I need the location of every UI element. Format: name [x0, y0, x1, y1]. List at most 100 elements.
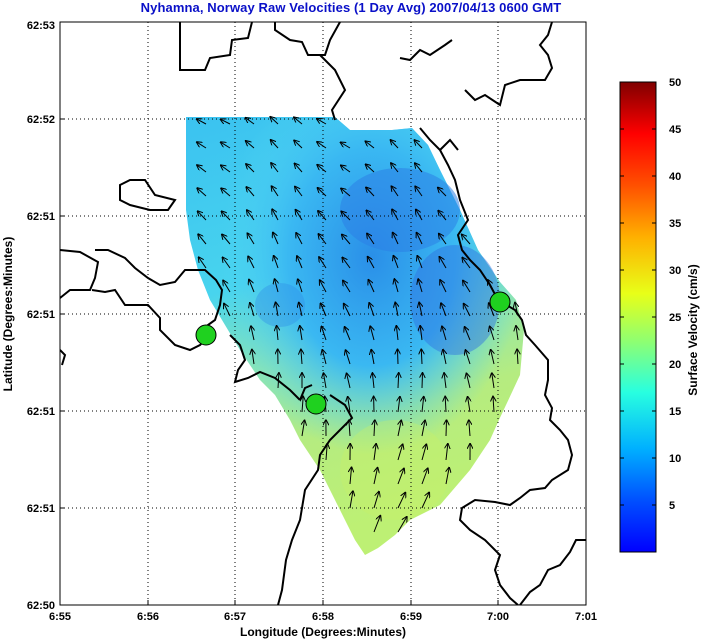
velocity-vector — [302, 397, 303, 413]
velocity-vector — [465, 327, 471, 341]
velocity-vector — [417, 256, 423, 269]
y-tick-label: 62:53 — [27, 20, 55, 32]
colorbar-tick-label: 45 — [669, 124, 681, 136]
velocity-vector — [317, 119, 327, 125]
velocity-vector — [274, 256, 279, 269]
velocity-vector — [492, 373, 494, 389]
velocity-vector — [252, 350, 254, 365]
radar-stations — [195, 291, 511, 415]
velocity-vector — [398, 373, 399, 389]
velocity-vector — [321, 304, 327, 317]
velocity-vector — [397, 493, 405, 509]
velocity-vector — [490, 327, 495, 341]
velocity-vector — [341, 189, 351, 197]
velocity-vector — [463, 281, 471, 293]
velocity-vector — [462, 235, 471, 245]
velocity-vector — [346, 350, 351, 365]
velocity-vector — [488, 280, 495, 293]
velocity-vector — [415, 163, 423, 173]
velocity-vector — [222, 235, 231, 245]
velocity-vector — [397, 445, 403, 461]
x-tick-label: 7:00 — [487, 611, 509, 623]
velocity-vector — [299, 303, 302, 317]
velocity-vector — [397, 517, 407, 533]
x-tick-label: 6:56 — [137, 611, 159, 623]
velocity-vector — [373, 492, 379, 509]
x-tick-label: 6:58 — [312, 611, 334, 623]
velocity-vector — [301, 350, 302, 365]
velocity-vector — [319, 234, 327, 245]
colorbar-tick-label: 5 — [669, 500, 675, 512]
velocity-vector — [517, 350, 518, 365]
velocity-vector — [366, 188, 375, 197]
colorbar-label: Surface Velocity (cm/s) — [686, 264, 700, 395]
velocity-vector — [446, 444, 448, 461]
velocity-vector — [295, 164, 303, 173]
velocity-vector — [294, 141, 303, 149]
velocity-vector — [318, 188, 327, 197]
velocity-vector — [198, 234, 207, 245]
velocity-vector — [442, 327, 447, 341]
colorbar-tick-label: 30 — [669, 265, 681, 277]
colorbar-tick-label: 40 — [669, 171, 681, 183]
velocity-vector — [276, 303, 278, 317]
y-tick-label: 62:51 — [27, 211, 55, 223]
x-tick-label: 6:55 — [49, 611, 71, 623]
velocity-vector — [419, 303, 422, 317]
velocity-vector — [296, 233, 303, 245]
velocity-vector — [491, 350, 494, 365]
x-axis-label: Longitude (Degrees:Minutes) — [240, 625, 406, 639]
velocity-vector — [368, 257, 375, 269]
tick-marks — [59, 118, 587, 605]
colorbar-tick-label: 25 — [669, 312, 681, 324]
velocity-vector — [296, 210, 303, 221]
colorbar-tick-label: 20 — [669, 359, 681, 371]
velocity-vector — [246, 118, 255, 125]
velocity-vector — [247, 210, 255, 221]
velocity-vector — [446, 468, 449, 485]
velocity-vector — [446, 420, 447, 437]
velocity-vector — [374, 420, 375, 437]
y-tick-label: 62:50 — [27, 600, 55, 612]
velocity-vector — [440, 257, 447, 269]
velocity-vector — [272, 209, 279, 221]
velocity-vector — [438, 188, 447, 197]
velocity-vector — [369, 303, 375, 317]
y-tick-label: 62:51 — [27, 309, 55, 321]
velocity-vector — [416, 210, 423, 221]
velocity-vector — [394, 256, 399, 269]
x-tick-label: 7:01 — [575, 611, 597, 623]
velocity-vectors — [197, 117, 518, 533]
velocity-vector — [464, 304, 471, 317]
velocity-vector — [348, 397, 350, 413]
velocity-vector — [439, 234, 447, 245]
velocity-vector — [317, 142, 327, 149]
velocity-vector — [199, 257, 207, 269]
velocity-vector — [420, 326, 422, 341]
velocity-vector — [318, 211, 327, 221]
velocity-vector — [393, 233, 399, 245]
velocity-vector — [322, 350, 326, 365]
velocity-vector — [395, 303, 398, 317]
velocity-vector — [277, 326, 278, 341]
velocity-vector — [246, 164, 255, 173]
velocity-vector — [345, 327, 351, 341]
velocity-vector — [249, 280, 255, 293]
velocity-vector — [493, 397, 494, 413]
velocity-vector — [223, 281, 231, 293]
velocity-field — [186, 117, 524, 555]
velocity-vector — [342, 258, 351, 269]
velocity-vector — [418, 279, 422, 293]
velocity-vector — [250, 303, 255, 317]
velocity-vector — [469, 420, 470, 437]
velocity-vector — [415, 187, 423, 197]
velocity-vector — [392, 186, 399, 197]
velocity-vector — [349, 420, 350, 437]
velocity-vector — [441, 303, 447, 317]
y-tick-label: 62:52 — [27, 114, 55, 126]
velocity-vector — [421, 350, 422, 365]
velocity-vector — [515, 303, 518, 317]
coastline — [60, 22, 586, 605]
velocity-vector — [197, 119, 207, 125]
velocity-vector — [444, 373, 446, 389]
